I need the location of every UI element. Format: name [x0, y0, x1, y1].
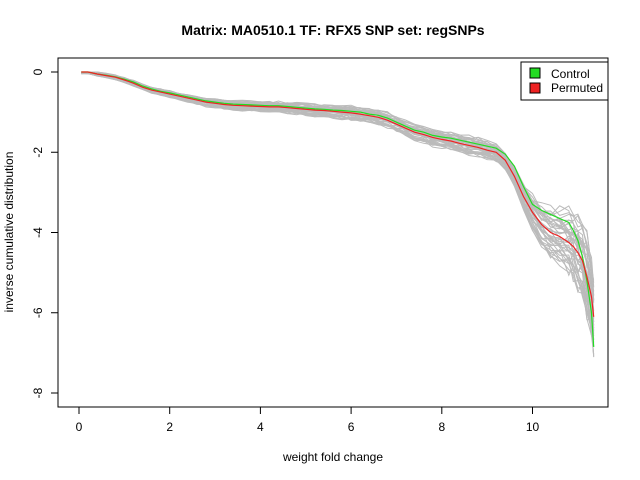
- x-axis-label: weight fold change: [282, 450, 383, 464]
- legend-label-control: Control: [551, 67, 590, 81]
- legend-label-permuted: Permuted: [551, 81, 603, 95]
- y-tick-label: 0: [31, 68, 45, 75]
- y-axis-label: inverse cumulative distribution: [2, 152, 16, 313]
- background-lines: [81, 71, 595, 358]
- permutation-line: [81, 73, 595, 341]
- x-tick-label: 4: [257, 420, 264, 434]
- x-tick-label: 10: [526, 420, 540, 434]
- x-tick-label: 6: [348, 420, 355, 434]
- legend: Control Permuted: [520, 61, 609, 101]
- y-tick-label: -8: [31, 387, 45, 398]
- legend-swatch-control: [529, 67, 541, 79]
- x-tick-label: 0: [76, 420, 83, 434]
- y-tick-label: -4: [31, 227, 45, 238]
- chart-title: Matrix: MA0510.1 TF: RFX5 SNP set: regSN…: [181, 22, 484, 38]
- legend-swatch-permuted: [529, 82, 541, 94]
- series-line-control: [81, 71, 595, 347]
- y-tick-label: -2: [31, 147, 45, 158]
- x-tick-label: 2: [166, 420, 173, 434]
- y-tick-label: -6: [31, 307, 45, 318]
- permutation-line: [81, 71, 595, 281]
- series-line-permuted: [81, 71, 595, 317]
- x-axis: 0 2 4 6 8 10: [76, 406, 540, 434]
- y-axis: 0 -2 -4 -6 -8: [31, 68, 59, 398]
- series-lines: [81, 71, 595, 347]
- x-tick-label: 8: [438, 420, 445, 434]
